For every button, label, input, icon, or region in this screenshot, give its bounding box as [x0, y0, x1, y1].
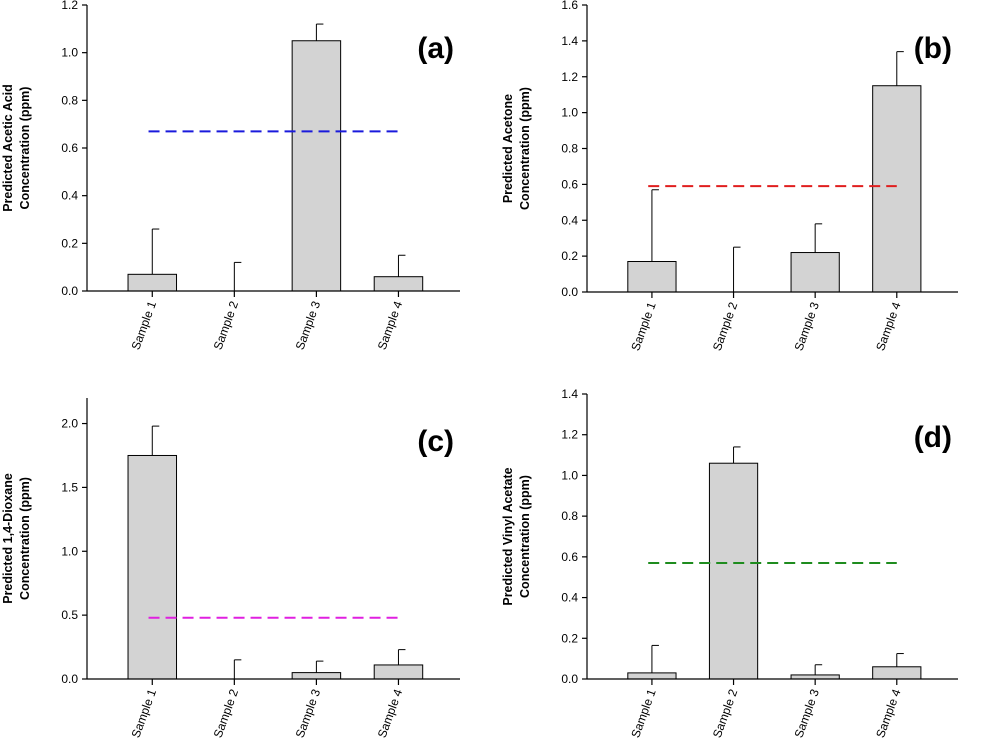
y-axis-title: Predicted 1,4-Dioxane: [1, 473, 15, 604]
bar: [790, 674, 840, 680]
y-axis-title: Concentration (ppm): [518, 475, 532, 598]
panel-label: (a): [417, 32, 454, 65]
y-axis-title: Predicted Acetic Acid: [1, 84, 15, 212]
y-tick-label: 1.0: [561, 468, 578, 482]
panel-label: (c): [417, 425, 454, 458]
y-tick-label: 1.4: [561, 34, 578, 48]
bar: [872, 85, 922, 293]
x-tick-label: Sample 1: [129, 687, 160, 740]
y-axis-title: Concentration (ppm): [18, 477, 32, 600]
x-tick-label: Sample 3: [791, 300, 822, 353]
bar: [127, 273, 178, 292]
panel-label: (b): [914, 32, 952, 65]
x-tick-label: Sample 4: [375, 299, 406, 352]
y-tick-label: 0.4: [61, 189, 78, 203]
y-tick-label: 2.0: [61, 417, 78, 431]
y-tick-label: 0.6: [561, 550, 578, 564]
bar: [373, 664, 424, 680]
x-tick-label: Sample 1: [628, 687, 659, 740]
y-tick-label: 1.0: [561, 106, 578, 120]
bar: [790, 252, 840, 293]
x-tick-label: Sample 2: [211, 687, 242, 740]
y-tick-label: 0.4: [561, 591, 578, 605]
x-tick-label: Sample 4: [873, 300, 904, 353]
x-tick-label: Sample 2: [211, 299, 242, 352]
y-axis-title: Concentration (ppm): [518, 87, 532, 210]
y-tick-label: 0.2: [61, 236, 78, 250]
bar: [872, 666, 922, 680]
y-tick-label: 0.0: [561, 285, 578, 299]
y-axis-title: Predicted Acetone: [501, 94, 515, 203]
y-tick-label: 0.6: [61, 141, 78, 155]
y-tick-label: 1.5: [61, 480, 78, 494]
y-tick-label: 1.2: [561, 70, 578, 84]
panel-label: (d): [914, 421, 952, 454]
y-tick-label: 0.0: [61, 672, 78, 686]
y-tick-label: 0.6: [561, 177, 578, 191]
y-tick-label: 0.4: [561, 213, 578, 227]
bar: [291, 40, 342, 292]
y-tick-label: 1.2: [561, 428, 578, 442]
y-tick-label: 0.8: [561, 142, 578, 156]
x-tick-label: Sample 4: [873, 687, 904, 740]
y-tick-label: 0.2: [561, 631, 578, 645]
chart-panel-b: 0.0 0.2 0.4 0.6 0.8 1.0 1.2 1.4 1.6 Sample 1 Sampl…: [501, 0, 958, 353]
y-tick-label: 1.4: [561, 387, 578, 401]
bar: [291, 672, 342, 680]
x-tick-label: Sample 2: [710, 687, 741, 740]
y-tick-label: 0.0: [61, 284, 78, 298]
bar: [627, 672, 677, 680]
x-tick-label: Sample 1: [129, 299, 160, 352]
bar: [627, 261, 677, 293]
y-axis-title: Concentration (ppm): [18, 87, 32, 210]
y-tick-label: 1.0: [61, 544, 78, 558]
y-tick-label: 1.0: [61, 46, 78, 60]
chart-panel-d: 0.0 0.2 0.4 0.6 0.8 1.0 1.2 1.4 Sample 1 Sample 2…: [501, 387, 958, 740]
y-axis-title: Predicted Vinyl Acetate: [501, 467, 515, 605]
x-tick-label: Sample 3: [791, 687, 822, 740]
chart-panel-a: 0.0 0.2 0.4 0.6 0.8 1.0 1.2 Sample 1 Sample 2 Sam…: [1, 0, 460, 352]
y-tick-label: 0.5: [61, 608, 78, 622]
x-tick-label: Sample 4: [375, 687, 406, 740]
y-tick-label: 0.2: [561, 249, 578, 263]
x-tick-label: Sample 3: [293, 299, 324, 352]
x-tick-label: Sample 1: [628, 300, 659, 353]
y-tick-label: 0.8: [561, 509, 578, 523]
bar: [373, 276, 424, 292]
chart-panel-c: 0.0 0.5 1.0 1.5 2.0 Sample 1 Sample 2 Sample 3 S…: [1, 398, 460, 740]
y-tick-label: 1.2: [61, 0, 78, 12]
bar: [708, 462, 759, 680]
y-tick-label: 1.6: [561, 0, 578, 12]
bar: [127, 454, 178, 680]
x-tick-label: Sample 3: [293, 687, 324, 740]
x-tick-label: Sample 2: [710, 300, 741, 353]
y-tick-label: 0.0: [561, 672, 578, 686]
y-tick-label: 0.8: [61, 93, 78, 107]
